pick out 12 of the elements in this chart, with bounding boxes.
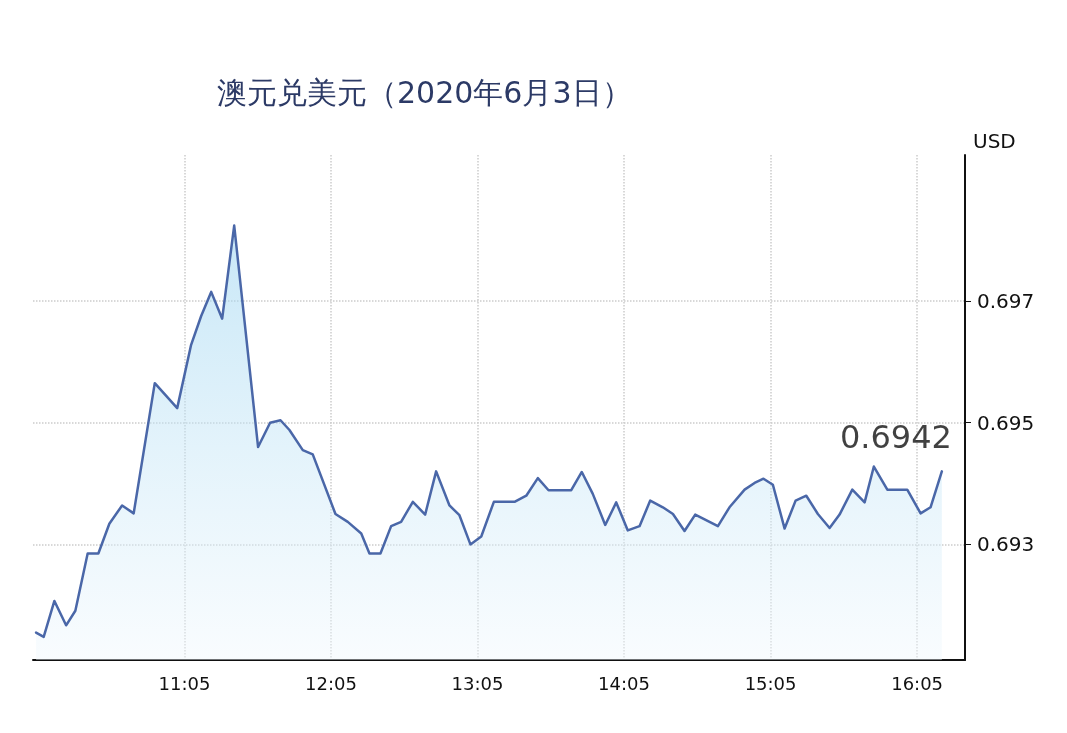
annotation: 0.6942 (839, 418, 952, 457)
x-tick-label: 14:05 (598, 672, 650, 694)
y-tick-label: 0.693 (977, 532, 1035, 557)
x-tick-label: 15:05 (744, 672, 797, 694)
y-tick-label: 0.697 (977, 289, 1035, 314)
x-tick-label: 11:05 (158, 672, 211, 694)
y-tick-label: 0.695 (977, 410, 1035, 435)
y-axis-title: USD (973, 129, 1016, 153)
x-tick-label: 16:05 (891, 672, 944, 694)
x-tick-label: 13:05 (451, 672, 504, 694)
chart-title: 澳元兑美元（2020年6月3日） (217, 74, 632, 110)
x-tick-label: 12:05 (305, 672, 357, 694)
